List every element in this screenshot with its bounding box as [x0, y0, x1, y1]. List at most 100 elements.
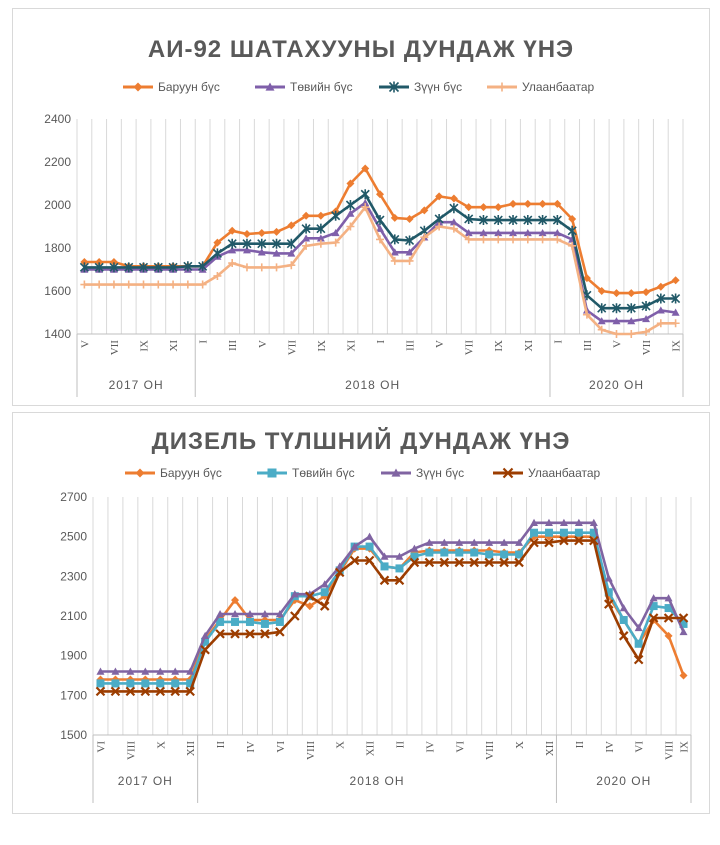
x-tick-label: VI: [634, 741, 646, 753]
year-group-label: 2020 ОН: [596, 774, 651, 788]
data-point: [275, 610, 284, 618]
series: [80, 203, 680, 338]
data-point: [500, 538, 509, 546]
data-point: [515, 550, 524, 559]
data-point: [215, 629, 225, 639]
series-line: [100, 521, 685, 673]
data-point: [183, 261, 193, 272]
data-point: [124, 280, 133, 289]
x-tick-label: VIII: [664, 741, 676, 760]
data-point: [530, 518, 539, 526]
series-line: [100, 531, 685, 685]
x-tick-label: IX: [316, 340, 328, 352]
data-point: [410, 544, 419, 552]
data-point: [302, 241, 311, 250]
data-point: [508, 215, 518, 226]
data-point: [649, 602, 658, 611]
x-tick-label: II: [215, 741, 227, 749]
data-point: [619, 604, 628, 612]
series: [80, 164, 680, 298]
data-point: [245, 610, 254, 618]
legend-label: Улаанбаатар: [522, 80, 595, 94]
data-point: [124, 262, 134, 273]
data-point: [612, 289, 621, 298]
data-point: [464, 213, 474, 224]
data-point: [94, 262, 104, 273]
data-point: [597, 287, 606, 295]
y-tick-label: 2000: [44, 198, 71, 212]
legend-marker: [388, 81, 400, 93]
data-point: [96, 679, 105, 688]
data-point: [499, 557, 509, 568]
data-point: [449, 218, 458, 226]
data-point: [500, 550, 509, 559]
chart-title: ДИЗЕЛЬ ТҮЛШНИЙ ДУНДАЖ ҮНЭ: [152, 427, 571, 455]
data-point: [484, 557, 494, 568]
data-point: [228, 226, 237, 235]
diesel-chart-panel: ДИЗЕЛЬ ТҮЛШНИЙ ДУНДАЖ ҮНЭ Баруун бүс Төвий…: [12, 412, 710, 814]
data-point: [634, 639, 643, 648]
series-line: [100, 539, 684, 693]
data-point: [110, 686, 121, 697]
data-point: [213, 271, 222, 280]
data-point: [95, 257, 104, 266]
data-point: [198, 280, 207, 289]
x-tick-label: II: [394, 741, 406, 749]
data-point: [627, 317, 636, 325]
data-point: [529, 537, 539, 548]
data-point: [350, 542, 359, 550]
data-point: [538, 199, 547, 208]
data-point: [257, 263, 266, 272]
data-point: [664, 631, 673, 640]
data-point: [334, 567, 345, 578]
data-point: [216, 617, 225, 626]
data-point: [228, 259, 237, 268]
x-tick-label: VI: [454, 741, 466, 753]
legend-marker: [391, 468, 401, 477]
data-point: [156, 679, 165, 688]
data-point: [589, 518, 598, 526]
data-point: [395, 552, 404, 560]
data-point: [242, 263, 251, 272]
data-point: [394, 575, 405, 586]
data-point: [242, 246, 251, 254]
legend-label: Баруун бүс: [158, 80, 220, 94]
x-tick-label: III: [582, 340, 594, 351]
legend-label: Зүүн бүс: [414, 80, 462, 94]
data-point: [559, 535, 569, 546]
legend-item: Төвийн бүс: [255, 80, 353, 94]
data-point: [597, 325, 606, 334]
legend-marker: [502, 467, 514, 479]
x-tick-label: VI: [95, 741, 107, 753]
data-point: [597, 317, 606, 325]
data-point: [365, 542, 374, 551]
data-point: [316, 211, 325, 220]
data-point: [320, 588, 329, 597]
year-group-label: 2017 ОН: [109, 378, 164, 392]
data-point: [435, 222, 444, 231]
x-tick-label: XII: [365, 741, 377, 757]
legend-item: Төвийн бүс: [257, 466, 355, 480]
data-point: [257, 228, 266, 237]
data-point: [271, 238, 282, 249]
data-point: [470, 548, 479, 557]
legend-marker: [497, 82, 507, 92]
data-point: [109, 262, 119, 273]
data-point: [405, 256, 414, 265]
data-point: [515, 538, 524, 546]
data-point: [664, 594, 673, 602]
data-point: [96, 667, 105, 675]
data-point: [582, 310, 591, 319]
data-point: [612, 317, 621, 325]
data-point: [395, 564, 404, 573]
data-point: [642, 288, 651, 297]
data-point: [544, 518, 553, 526]
data-point: [376, 235, 384, 244]
y-tick-label: 2100: [60, 609, 87, 623]
data-point: [272, 263, 281, 272]
data-point: [141, 679, 150, 688]
data-point: [420, 206, 429, 215]
data-point: [485, 550, 494, 559]
data-point: [212, 248, 222, 259]
data-point: [604, 588, 613, 597]
